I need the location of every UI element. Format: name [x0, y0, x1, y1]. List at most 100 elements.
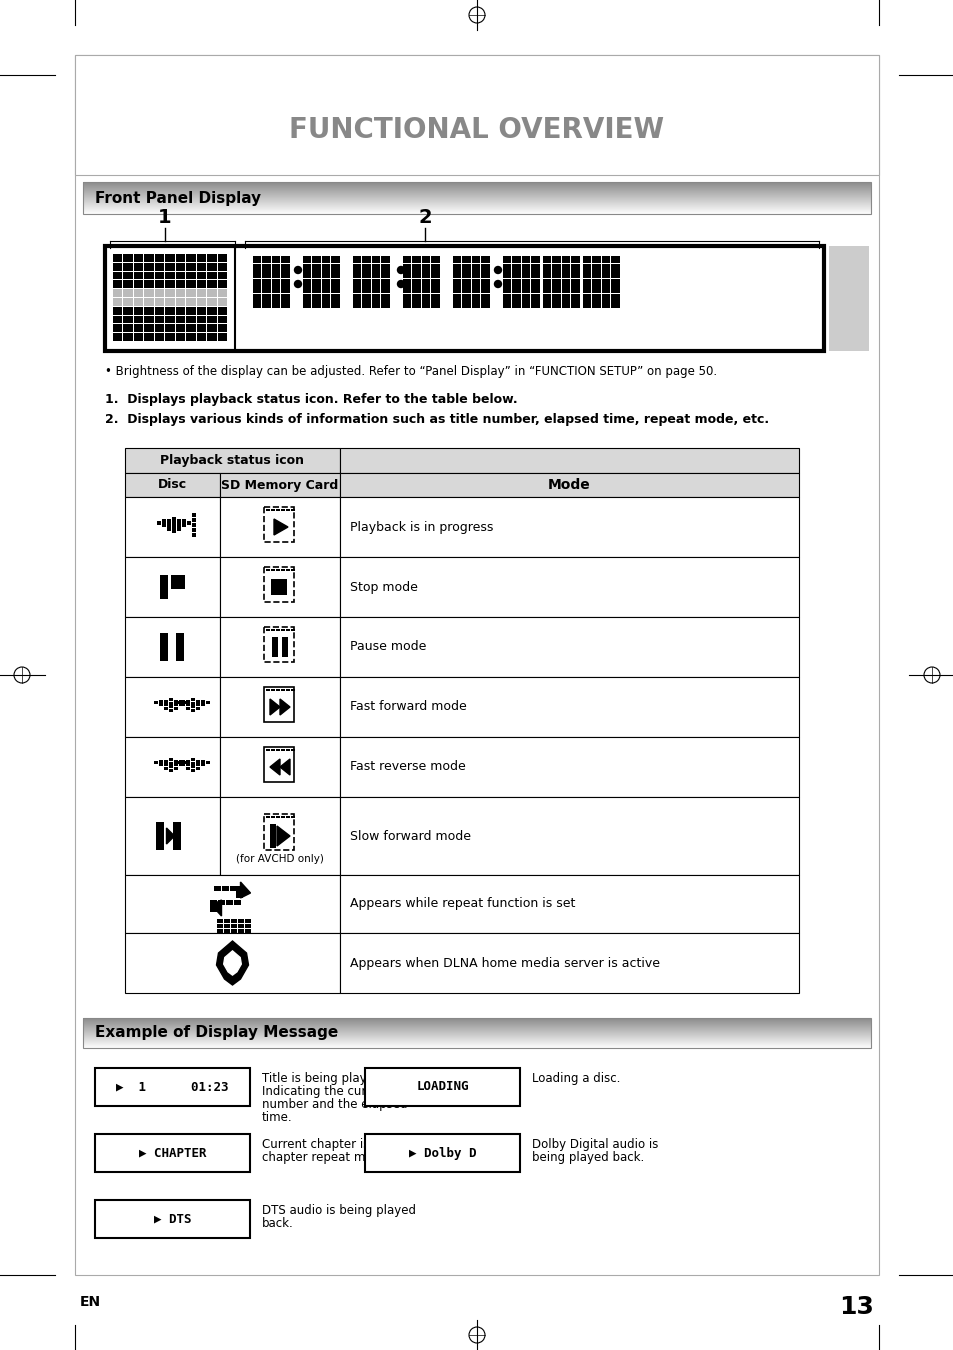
Bar: [133, 254, 143, 262]
Bar: [253, 286, 261, 293]
Text: Example of Display Message: Example of Display Message: [95, 1026, 338, 1041]
Bar: [322, 263, 330, 270]
Bar: [266, 815, 270, 818]
Bar: [262, 286, 271, 293]
Bar: [234, 900, 241, 904]
Bar: [245, 923, 252, 927]
Bar: [291, 688, 294, 691]
Bar: [220, 737, 339, 796]
Bar: [174, 699, 178, 702]
Bar: [353, 256, 361, 263]
Bar: [217, 929, 223, 933]
Bar: [222, 886, 230, 891]
Bar: [281, 293, 290, 301]
Bar: [186, 706, 191, 710]
Bar: [502, 293, 511, 301]
Bar: [186, 760, 191, 763]
Bar: [175, 333, 185, 342]
Bar: [531, 271, 539, 278]
Bar: [245, 929, 252, 933]
Bar: [331, 293, 339, 301]
Bar: [211, 900, 217, 913]
Bar: [173, 822, 181, 850]
Bar: [144, 316, 153, 324]
Bar: [571, 293, 579, 301]
Bar: [512, 293, 520, 301]
Text: • Brightness of the display can be adjusted. Refer to “Panel Display” in “FUNCTI: • Brightness of the display can be adjus…: [105, 364, 717, 378]
Bar: [412, 286, 420, 293]
Bar: [552, 256, 560, 263]
Bar: [571, 301, 579, 308]
Bar: [362, 263, 371, 270]
Bar: [362, 293, 371, 301]
Bar: [112, 306, 122, 315]
Bar: [186, 699, 191, 702]
Bar: [381, 301, 390, 308]
Bar: [521, 286, 530, 293]
Bar: [125, 796, 220, 875]
Bar: [154, 761, 158, 764]
Bar: [552, 263, 560, 270]
Bar: [372, 271, 380, 278]
Polygon shape: [280, 699, 290, 716]
Bar: [481, 286, 490, 293]
Bar: [160, 633, 169, 662]
Bar: [165, 298, 174, 305]
Bar: [372, 293, 380, 301]
Bar: [95, 1200, 250, 1238]
Bar: [170, 702, 173, 705]
Bar: [154, 324, 164, 332]
Bar: [133, 324, 143, 332]
Text: being played back.: being played back.: [532, 1152, 643, 1164]
Bar: [176, 633, 184, 662]
Text: Fast reverse mode: Fast reverse mode: [350, 760, 465, 774]
Bar: [339, 472, 799, 497]
Bar: [582, 301, 591, 308]
Bar: [601, 278, 610, 285]
Bar: [218, 254, 227, 262]
Bar: [281, 749, 285, 751]
Bar: [322, 271, 330, 278]
Bar: [266, 629, 270, 630]
Bar: [175, 324, 185, 332]
Bar: [125, 875, 339, 933]
Bar: [218, 333, 227, 342]
Bar: [112, 271, 122, 279]
Bar: [272, 263, 280, 270]
Bar: [220, 617, 339, 676]
Text: time.: time.: [262, 1111, 293, 1125]
Bar: [512, 278, 520, 285]
Bar: [208, 298, 216, 305]
Bar: [154, 281, 164, 288]
Bar: [353, 301, 361, 308]
Bar: [561, 286, 570, 293]
Bar: [339, 933, 799, 994]
Bar: [611, 286, 619, 293]
Bar: [582, 278, 591, 285]
Bar: [112, 333, 122, 342]
Bar: [582, 263, 591, 270]
Bar: [112, 316, 122, 324]
Bar: [582, 256, 591, 263]
Bar: [175, 263, 185, 270]
Bar: [611, 301, 619, 308]
Bar: [184, 761, 189, 764]
Bar: [231, 886, 237, 891]
Bar: [264, 814, 294, 850]
Bar: [339, 676, 799, 737]
Text: FUNCTIONAL OVERVIEW: FUNCTIONAL OVERVIEW: [289, 116, 664, 144]
Bar: [381, 271, 390, 278]
Bar: [196, 763, 200, 765]
Bar: [186, 306, 195, 315]
Bar: [162, 518, 167, 522]
Bar: [412, 293, 420, 301]
Bar: [281, 256, 290, 263]
Bar: [561, 278, 570, 285]
Bar: [275, 688, 280, 691]
Bar: [164, 706, 169, 710]
Bar: [181, 763, 185, 765]
Bar: [271, 629, 274, 630]
Bar: [165, 263, 174, 270]
Bar: [133, 263, 143, 270]
Bar: [472, 263, 480, 270]
